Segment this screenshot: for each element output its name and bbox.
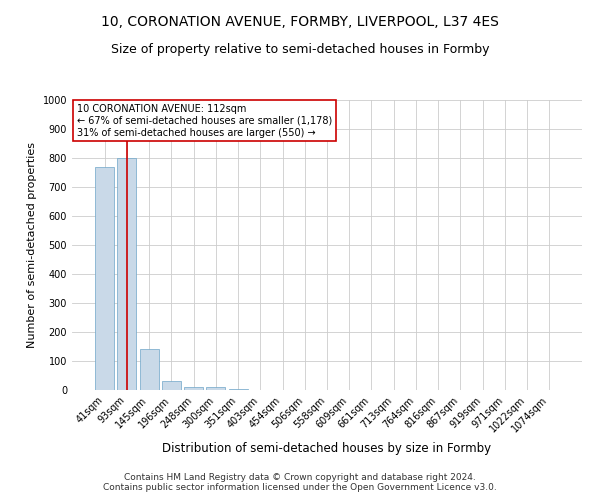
Bar [118,158,136,390]
Text: Size of property relative to semi-detached houses in Formby: Size of property relative to semi-detach… [111,42,489,56]
Bar [95,166,114,390]
Bar [140,350,158,390]
Bar [229,388,248,390]
Text: 10, CORONATION AVENUE, FORMBY, LIVERPOOL, L37 4ES: 10, CORONATION AVENUE, FORMBY, LIVERPOOL… [101,15,499,29]
Bar [184,386,203,390]
X-axis label: Distribution of semi-detached houses by size in Formby: Distribution of semi-detached houses by … [163,442,491,456]
Bar [162,382,181,390]
Bar [206,387,225,390]
Text: Contains HM Land Registry data © Crown copyright and database right 2024.
Contai: Contains HM Land Registry data © Crown c… [103,473,497,492]
Y-axis label: Number of semi-detached properties: Number of semi-detached properties [27,142,37,348]
Text: 10 CORONATION AVENUE: 112sqm
← 67% of semi-detached houses are smaller (1,178)
3: 10 CORONATION AVENUE: 112sqm ← 67% of se… [77,104,332,138]
